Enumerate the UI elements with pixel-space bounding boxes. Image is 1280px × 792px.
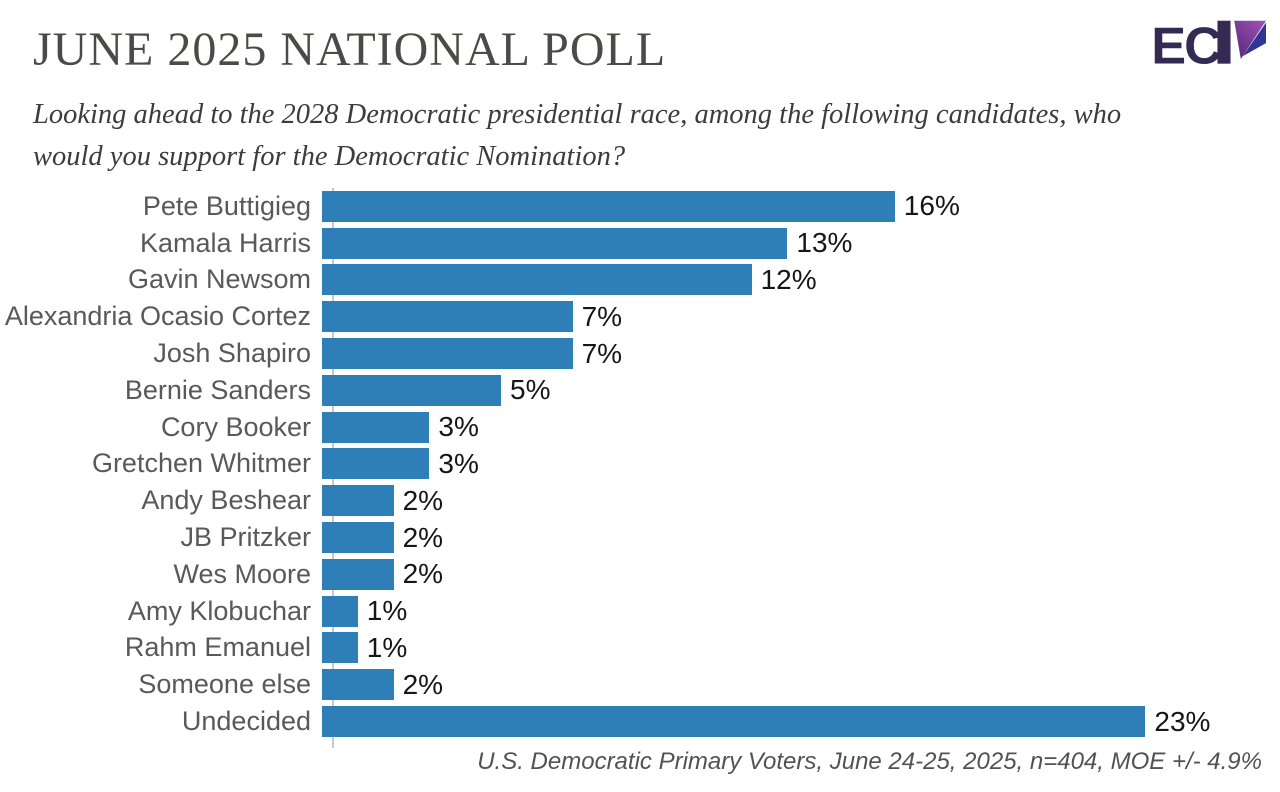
- bar: [322, 706, 1146, 738]
- poll-question: Looking ahead to the 2028 Democratic pre…: [33, 94, 1121, 178]
- bar: [322, 485, 394, 517]
- bar-track: 3%: [322, 409, 1280, 446]
- bar-value: 2%: [402, 558, 444, 590]
- bar-value: 1%: [366, 631, 408, 663]
- bar-row: Gavin Newsom 12%: [0, 262, 1280, 299]
- bar-track: 2%: [322, 666, 1280, 703]
- bar-track: 7%: [322, 298, 1280, 335]
- bar-row: JB Pritzker 2%: [0, 519, 1280, 556]
- bar: [322, 374, 501, 406]
- bar-row: Wes Moore 2%: [0, 556, 1280, 593]
- bar-track: 7%: [322, 335, 1280, 372]
- bar-row: Bernie Sanders 5%: [0, 372, 1280, 409]
- bar-label: Pete Buttigieg: [142, 190, 311, 221]
- bar-value: 3%: [438, 447, 479, 479]
- bar-label: Undecided: [181, 706, 311, 737]
- bar-label: Gavin Newsom: [127, 264, 311, 295]
- page-title: JUNE 2025 NATIONAL POLL: [33, 23, 667, 76]
- bar-row: Rahm Emanuel 1%: [0, 630, 1280, 667]
- bar-track: 3%: [322, 446, 1280, 483]
- bar-label: Kamala Harris: [139, 227, 311, 258]
- bar: [322, 338, 573, 370]
- bar-label: Someone else: [138, 669, 311, 700]
- bar-track: 5%: [322, 372, 1280, 409]
- bar-label: Rahm Emanuel: [124, 632, 311, 663]
- bar: [322, 522, 394, 554]
- poll-question-line2: would you support for the Democratic Nom…: [33, 141, 626, 172]
- bar-label: JB Pritzker: [180, 522, 311, 553]
- bar-value: 2%: [402, 521, 444, 553]
- bar: [322, 669, 394, 701]
- bar-value: 5%: [510, 374, 551, 406]
- bar-value: 7%: [581, 337, 623, 369]
- bar-label: Cory Booker: [160, 411, 311, 442]
- bar-row: Gretchen Whitmer 3%: [0, 446, 1280, 483]
- bar: [322, 264, 752, 296]
- bar-row: Undecided 23%: [0, 703, 1280, 740]
- bar-row: Andy Beshear 2%: [0, 482, 1280, 519]
- bar: [322, 190, 895, 222]
- bar-track: 13%: [322, 225, 1280, 262]
- bar-value: 3%: [438, 411, 479, 443]
- bar-track: 1%: [322, 630, 1280, 667]
- bar: [322, 301, 573, 333]
- bar-row: Kamala Harris 13%: [0, 225, 1280, 262]
- poll-question-line1: Looking ahead to the 2028 Democratic pre…: [33, 99, 1122, 130]
- bar-track: 12%: [322, 262, 1280, 299]
- bar-value: 12%: [760, 263, 817, 295]
- bar: [322, 558, 394, 590]
- bar-row: Someone else 2%: [0, 666, 1280, 703]
- bar-label: Andy Beshear: [141, 485, 311, 516]
- bar-row: Josh Shapiro 7%: [0, 335, 1280, 372]
- bar: [322, 448, 430, 480]
- source-note: U.S. Democratic Primary Voters, June 24-…: [477, 748, 1262, 775]
- bar-track: 1%: [322, 593, 1280, 630]
- bar-track: 2%: [322, 482, 1280, 519]
- bar-track: 2%: [322, 556, 1280, 593]
- bar-value: 16%: [903, 190, 960, 222]
- bar-track: 23%: [322, 703, 1280, 740]
- bar: [322, 595, 358, 627]
- bar-track: 2%: [322, 519, 1280, 556]
- bar-label: Gretchen Whitmer: [91, 448, 311, 479]
- bar-value: 23%: [1154, 705, 1211, 737]
- bar: [322, 632, 358, 664]
- bar-label: Amy Klobuchar: [127, 595, 311, 626]
- bar-value: 2%: [402, 484, 444, 516]
- bar-row: Amy Klobuchar 1%: [0, 593, 1280, 630]
- bar-value: 13%: [796, 227, 853, 259]
- bar-chart: Pete Buttigieg 16% Kamala Harris 13% Gavin N…: [0, 188, 1280, 740]
- bar-label: Wes Moore: [173, 558, 311, 589]
- bar: [322, 411, 430, 443]
- bar-row: Alexandria Ocasio Cortez 7%: [0, 298, 1280, 335]
- bar-label: Josh Shapiro: [153, 338, 311, 369]
- ecp-logo-letters: EC: [1154, 18, 1266, 76]
- bar-row: Pete Buttigieg 16%: [0, 188, 1280, 225]
- bar-label: Bernie Sanders: [124, 374, 311, 405]
- bar-value: 1%: [366, 595, 408, 627]
- bar-value: 2%: [402, 668, 444, 700]
- svg-text:EC: EC: [1154, 18, 1221, 76]
- bar-label: Alexandria Ocasio Cortez: [4, 301, 311, 332]
- bar-track: 16%: [322, 188, 1280, 225]
- bar-value: 7%: [581, 300, 623, 332]
- bar-row: Cory Booker 3%: [0, 409, 1280, 446]
- ecp-logo: EC: [1154, 18, 1266, 76]
- bar: [322, 227, 788, 259]
